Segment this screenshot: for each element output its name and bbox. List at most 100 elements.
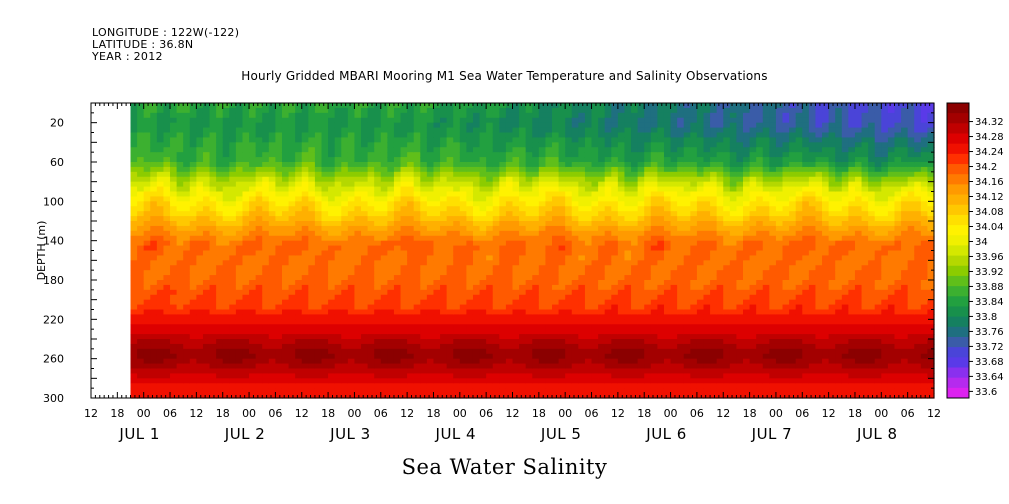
heatmap-cell — [578, 176, 586, 183]
heatmap-cell — [308, 280, 316, 286]
heatmap-cell — [584, 147, 593, 153]
heatmap-cell — [624, 166, 632, 173]
heatmap-cell — [130, 191, 138, 198]
heatmap-cell — [644, 147, 652, 153]
heatmap-cell — [183, 373, 191, 379]
heatmap-cell — [637, 176, 645, 183]
heatmap-cell — [663, 314, 672, 320]
heatmap-cell — [611, 368, 619, 375]
heatmap-cell — [407, 378, 415, 384]
heatmap-cell — [235, 103, 244, 109]
heatmap-cell — [209, 284, 217, 291]
heatmap-cell — [545, 250, 553, 257]
heatmap-cell — [361, 152, 369, 158]
heatmap-cell — [295, 388, 303, 394]
heatmap-cell — [143, 339, 151, 345]
heatmap-cell — [163, 348, 171, 355]
heatmap-cell — [308, 186, 316, 193]
heatmap-cell — [631, 383, 639, 389]
heatmap-cell — [617, 216, 626, 222]
heatmap-cell — [420, 230, 428, 237]
heatmap-cell — [321, 383, 329, 389]
heatmap-cell — [459, 107, 467, 114]
heatmap-cell — [532, 206, 540, 212]
heatmap-cell — [479, 275, 487, 281]
heatmap-cell — [242, 284, 250, 291]
heatmap-cell — [591, 260, 599, 266]
heatmap-cell — [499, 260, 507, 266]
heatmap-cell — [611, 383, 619, 389]
heatmap-cell — [486, 162, 494, 168]
heatmap-cell — [440, 339, 448, 345]
heatmap-cell — [380, 162, 388, 168]
heatmap-cell — [538, 309, 547, 316]
heatmap-cell — [341, 225, 349, 232]
heatmap-cell — [130, 216, 138, 222]
heatmap-cell — [328, 240, 336, 247]
heatmap-cell — [558, 240, 566, 247]
heatmap-cell — [143, 186, 151, 193]
heatmap-cell — [216, 319, 224, 325]
heatmap-cell — [130, 304, 138, 311]
heatmap-cell — [176, 388, 184, 394]
heatmap-cell — [584, 329, 593, 335]
heatmap-cell — [156, 240, 165, 247]
heatmap-cell — [229, 117, 237, 124]
heatmap-cell — [328, 225, 336, 232]
heatmap-cell — [604, 166, 612, 173]
heatmap-cell — [374, 388, 382, 394]
heatmap-cell — [407, 299, 415, 306]
heatmap-cell — [235, 378, 244, 384]
heatmap-cell — [492, 103, 500, 109]
heatmap-cell — [400, 216, 408, 222]
heatmap-cell — [156, 157, 165, 163]
heatmap-cell — [545, 216, 553, 222]
heatmap-cell — [670, 358, 678, 365]
heatmap-cell — [229, 343, 237, 350]
heatmap-cell — [314, 260, 323, 266]
heatmap-cell — [525, 225, 533, 232]
heatmap-cell — [367, 171, 375, 178]
heatmap-cell — [459, 378, 467, 384]
heatmap-cell — [374, 196, 382, 202]
heatmap-cell — [170, 353, 178, 360]
heatmap-cell — [393, 280, 402, 286]
heatmap-cell — [361, 211, 369, 217]
heatmap-cell — [380, 270, 388, 276]
heatmap-cell — [183, 358, 191, 365]
heatmap-cell — [301, 348, 309, 355]
heatmap-cell — [670, 378, 678, 384]
heatmap-cell — [156, 378, 165, 384]
heatmap-cell — [558, 294, 566, 301]
heatmap-cell — [571, 309, 579, 316]
heatmap-cell — [571, 255, 579, 261]
heatmap-cell — [420, 186, 428, 193]
heatmap-cell — [202, 127, 211, 134]
heatmap-cell — [611, 329, 619, 335]
heatmap-cell — [334, 275, 342, 281]
heatmap-cell — [229, 112, 237, 119]
heatmap-cell — [281, 329, 290, 335]
heatmap-cell — [143, 334, 151, 340]
heatmap-cell — [354, 255, 362, 261]
heatmap-cell — [420, 181, 428, 188]
heatmap-cell — [347, 240, 356, 247]
heatmap-cell — [328, 393, 336, 399]
heatmap-cell — [295, 393, 303, 399]
heatmap-cell — [255, 201, 263, 207]
heatmap-cell — [472, 245, 481, 252]
heatmap-cell — [163, 137, 171, 143]
heatmap-cell — [407, 348, 415, 355]
heatmap-cell — [235, 358, 244, 365]
heatmap-cell — [459, 368, 467, 375]
heatmap-cell — [321, 343, 329, 350]
heatmap-cell — [492, 201, 500, 207]
heatmap-cell — [420, 255, 428, 261]
heatmap-cell — [479, 294, 487, 301]
heatmap-cell — [472, 132, 481, 139]
heatmap-cell — [255, 127, 263, 134]
heatmap-cell — [334, 280, 342, 286]
heatmap-cell — [525, 186, 533, 193]
heatmap-cell — [598, 265, 606, 271]
heatmap-cell — [143, 289, 151, 296]
